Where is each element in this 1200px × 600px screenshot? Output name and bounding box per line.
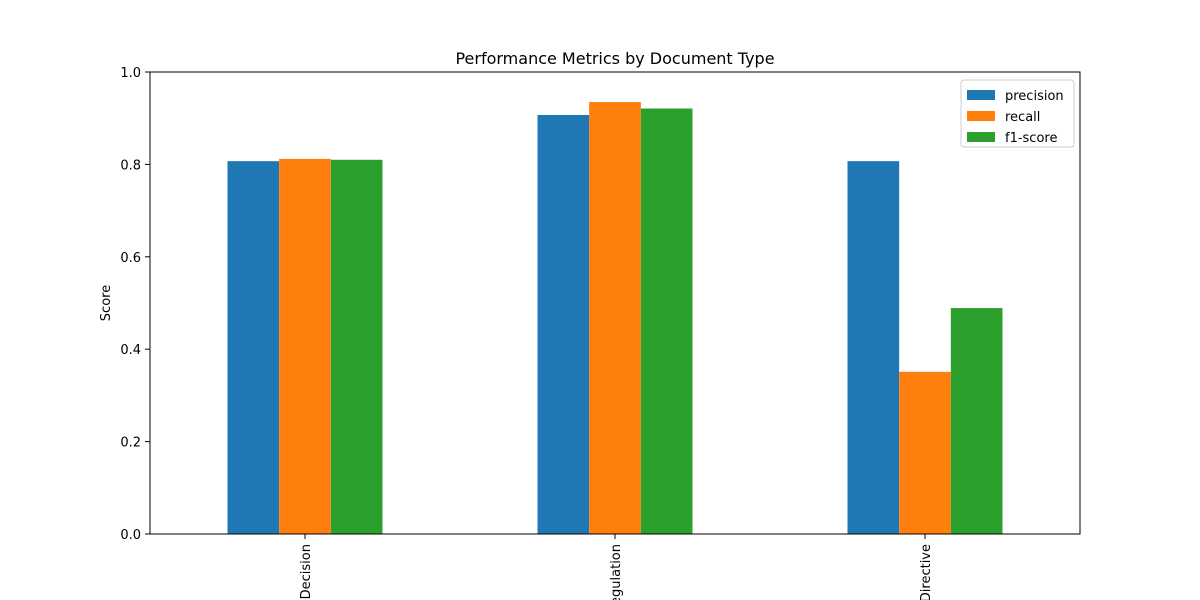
- bar-precision-directive: [847, 161, 900, 534]
- bar-f1-score-directive: [950, 308, 1003, 534]
- y-tick-label: 0.6: [120, 251, 141, 266]
- legend-swatch-recall: [967, 111, 995, 121]
- y-tick-label: 0.0: [120, 528, 141, 543]
- legend-swatch-precision: [967, 90, 995, 100]
- y-axis-label: Score: [99, 285, 114, 321]
- legend-swatch-f1-score: [967, 132, 995, 142]
- bars-group: [227, 102, 1003, 535]
- legend: precision recall f1-score: [960, 79, 1075, 148]
- legend-label-recall: recall: [1005, 110, 1040, 125]
- bar-recall-directive: [899, 371, 951, 534]
- bar-recall-decision: [279, 158, 331, 534]
- legend-label-precision: precision: [1005, 89, 1064, 104]
- bar-precision-decision: [227, 161, 280, 534]
- bar-f1-score-decision: [330, 159, 383, 534]
- x-tick-label: Directive: [919, 544, 934, 600]
- bar-f1-score-regulation: [640, 108, 693, 535]
- y-tick-label: 0.2: [120, 436, 141, 451]
- x-tick-label: Decision: [299, 544, 314, 599]
- axes-group: 0.0 0.2 0.4 0.6 0.8 1.0 Decision Regulation Dire…: [120, 66, 1081, 600]
- y-tick-label: 0.8: [120, 158, 141, 173]
- bar-recall-regulation: [589, 102, 641, 534]
- y-tick-label: 1.0: [120, 66, 141, 81]
- x-tick-label: Regulation: [609, 544, 624, 600]
- bar-precision-regulation: [537, 114, 590, 534]
- chart-title: Performance Metrics by Document Type: [455, 49, 774, 68]
- legend-label-f1-score: f1-score: [1005, 131, 1057, 146]
- y-tick-label: 0.4: [120, 343, 141, 358]
